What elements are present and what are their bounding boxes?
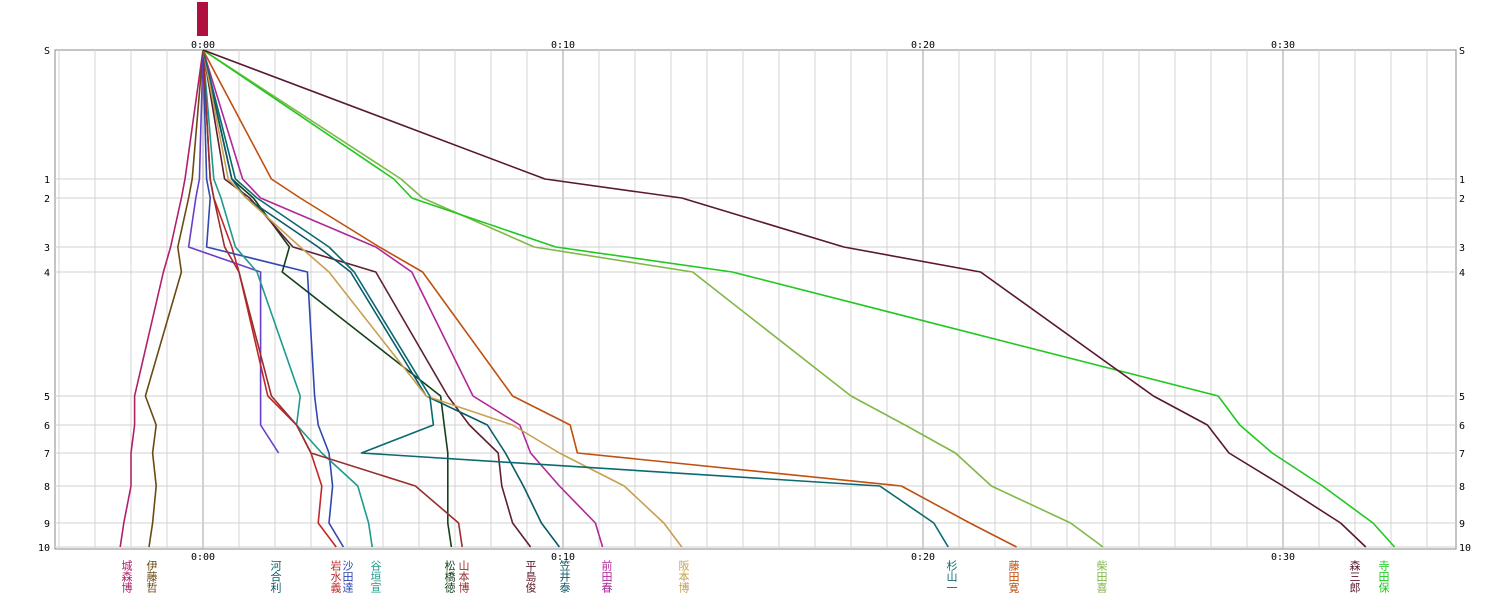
- checkpoint-label-right: 6: [1459, 421, 1465, 432]
- checkpoint-label-left: S: [44, 46, 50, 57]
- checkpoint-label-right: 1: [1459, 175, 1465, 186]
- series-line: [202, 49, 345, 548]
- runner-name: 森三郎: [1348, 560, 1361, 593]
- checkpoint-label-left: 3: [44, 243, 50, 254]
- checkpoint-label-left: 4: [44, 268, 50, 279]
- leader-marker-icon: [197, 2, 208, 36]
- checkpoint-label-right: 4: [1459, 268, 1465, 279]
- series-line: [202, 49, 949, 548]
- series-line: [187, 49, 280, 454]
- series-line: [202, 49, 453, 548]
- runner-name: 阪本博: [677, 560, 690, 593]
- tick-label-top: 0:00: [191, 40, 215, 51]
- series-lines: [119, 49, 1396, 548]
- checkpoint-label-right: 7: [1459, 449, 1465, 460]
- checkpoint-label-right: S: [1459, 46, 1465, 57]
- checkpoint-label-right: 10: [1459, 543, 1471, 554]
- runner-name: 河合利: [269, 560, 282, 593]
- runner-name: 寺田保: [1377, 560, 1390, 593]
- runner-name: 谷垣宣: [369, 560, 382, 593]
- checkpoint-labels-right: S 1 2 3 4 5 6 7 8 9 10: [1459, 46, 1471, 554]
- runner-name: 城森博: [120, 560, 133, 593]
- time-ticks-bottom: 0:00 0:10 0:20 0:30: [191, 552, 1295, 563]
- checkpoint-labels-left: S 1 2 3 4 5 6 7 8 9 10: [38, 46, 50, 554]
- checkpoint-label-left: 2: [44, 194, 50, 205]
- series-line: [202, 49, 604, 548]
- series-line: [202, 49, 1104, 548]
- checkpoint-label-left: 10: [38, 543, 50, 554]
- checkpoint-label-left: 5: [44, 392, 50, 403]
- checkpoint-label-right: 3: [1459, 243, 1465, 254]
- runner-name: 杉山一: [945, 560, 958, 593]
- vertical-grid: [58, 50, 1428, 549]
- runner-name: 柴田喜: [1095, 560, 1108, 593]
- series-line: [202, 49, 463, 548]
- time-ticks-top: 0:00 0:10 0:20 0:30: [191, 40, 1295, 51]
- tick-label-bottom: 0:10: [551, 552, 575, 563]
- tick-label-top: 0:10: [551, 40, 575, 51]
- series-line: [202, 49, 683, 548]
- runner-name: 松橋徳: [443, 560, 456, 593]
- series-line: [202, 49, 1017, 548]
- tick-label-bottom: 0:00: [191, 552, 215, 563]
- runner-name: 伊藤哲: [145, 560, 158, 593]
- checkpoint-label-right: 2: [1459, 194, 1465, 205]
- plot-frame: [54, 49, 1457, 550]
- checkpoint-label-left: 9: [44, 519, 50, 530]
- tick-label-top: 0:30: [1271, 40, 1295, 51]
- checkpoint-label-left: 1: [44, 175, 50, 186]
- runner-name: 平島俊: [524, 560, 537, 593]
- checkpoint-label-left: 8: [44, 482, 50, 493]
- checkpoint-label-left: 7: [44, 449, 50, 460]
- series-line: [202, 49, 1367, 548]
- checkpoint-label-right: 8: [1459, 482, 1465, 493]
- series-line: [202, 49, 373, 548]
- runner-name: 前田春: [600, 560, 613, 593]
- checkpoint-label-right: 9: [1459, 519, 1465, 530]
- checkpoint-label-left: 6: [44, 421, 50, 432]
- runner-name: 岩水義: [329, 560, 342, 593]
- runner-name: 沙田達: [341, 560, 354, 593]
- runner-name: 笠井泰: [558, 560, 571, 593]
- series-line: [119, 49, 204, 548]
- series-line: [202, 49, 1396, 548]
- tick-label-bottom: 0:20: [911, 552, 935, 563]
- series-line: [144, 49, 204, 548]
- checkpoint-label-right: 5: [1459, 392, 1465, 403]
- tick-label-bottom: 0:30: [1271, 552, 1295, 563]
- runner-name: 山本博: [457, 560, 470, 593]
- tick-label-top: 0:20: [911, 40, 935, 51]
- runner-name: 藤田寛: [1007, 560, 1020, 593]
